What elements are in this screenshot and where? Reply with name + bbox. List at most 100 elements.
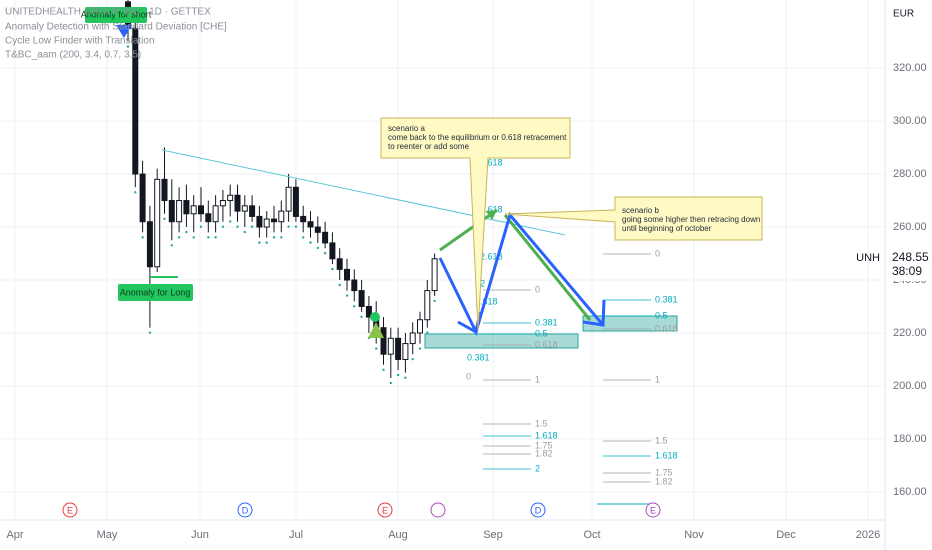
candle-body [409,332,416,345]
event-letter: E [67,505,73,515]
candle-body [256,215,263,228]
candle-body [395,337,402,360]
fib-label: 1.618 [535,430,558,440]
signal-dot [126,45,130,48]
signal-dot [309,241,312,244]
currency: EUR [893,9,914,20]
signal-dot [426,331,429,334]
signal-dot [396,373,400,377]
fib-label: 0.5 [535,328,548,338]
fib-label: 1 [655,374,660,384]
candle-body [365,305,372,318]
x-tick-label: Dec [776,529,796,541]
signal-dot [177,236,181,239]
blue-arrow [438,211,605,337]
trend-line [161,149,566,236]
candle-body [380,327,387,355]
event-icon [645,502,661,518]
candle-body [168,200,175,223]
fib-label: 2.618 [480,251,503,261]
candle-body [322,231,329,244]
event-letter: D [242,505,249,515]
x-tick-label: Nov [684,529,704,541]
signal-dot [345,294,349,297]
x-tick-label: Sep [483,529,503,541]
fib-label: 0.5 [655,310,668,320]
candle-body [307,221,314,228]
y-tick-label: 180.00 [893,433,927,445]
scenario-a-text: come back to the equilibrium or 0.618 re… [388,133,567,142]
signal-dot [331,267,334,271]
event-icon [62,502,78,518]
x-tick-label: Aug [388,529,408,541]
signal-dot [221,225,225,228]
event-letter: E [650,505,656,515]
event-icon [530,502,546,518]
signal-dot [148,331,152,334]
long-label-box [118,284,193,301]
candle-body [358,290,365,307]
countdown: 38:09 [892,264,922,278]
signal-dot [236,225,239,228]
arrow-head [486,210,497,220]
candle-body [219,200,226,207]
y-tick-label: 280.00 [893,168,927,180]
candle-body [431,258,438,292]
candle-body [387,337,394,355]
signal-dot [163,217,166,220]
scenario-a-text: scenario a [388,124,425,133]
indicator: Anomaly Detection with Standard Deviatio… [5,22,227,33]
signal-dot [141,236,144,239]
y-tick-label: 300.00 [893,115,927,127]
signal-dot [418,347,422,350]
candle-body [234,194,241,212]
x-tick-label: Jul [289,529,303,541]
signal-dot [199,225,203,228]
short-marker [116,25,132,38]
candle-body [417,319,423,334]
cycle-low-dot [370,312,380,322]
signal-dot [294,225,298,228]
signal-dot [243,230,246,234]
fib-label: 1.82 [535,448,553,458]
short-label: Anomaly for short [81,9,152,19]
fib-label: 0.381 [655,294,678,304]
fib-label: 1.618 [655,450,678,460]
indicator: T&BC_aam (200, 3.4, 0.7, 3.5) [5,50,141,61]
short-label-box [85,7,147,23]
indicator: Cycle Low Finder with Translation [5,36,155,47]
y-tick-label: 320.00 [893,62,927,74]
signal-dot [280,236,283,239]
x-tick-label: 2026 [856,529,880,541]
fib-label: 0 [655,248,660,258]
x-tick-label: Oct [583,529,600,541]
fib-label: 0.381 [467,352,490,362]
candle-body [424,290,431,321]
candle-body [161,178,168,202]
candle-body [212,205,219,223]
arrow-head [582,299,606,327]
scenario-b-text: going some higher then retracing down [622,215,760,224]
candle-body [241,205,248,212]
signal-dot [323,252,327,255]
candle-body [314,226,321,233]
candle-body [278,210,285,223]
candle-body [292,186,299,217]
scenario-a-text: to reenter or add some [388,142,469,151]
fib-label: 0.618 [535,339,558,349]
signal-dot [207,236,210,239]
y-tick-label: 160.00 [893,486,927,498]
x-tick-label: Apr [6,529,23,541]
signal-dot [433,299,436,303]
signal-dot [404,376,407,379]
fib-label: 1.75 [535,440,553,450]
fib-label: 1.82 [655,476,673,486]
candle-body [285,186,292,212]
fib-label: 3.618 [480,204,503,214]
candle-body [139,173,146,223]
green-arrow [503,214,592,321]
symbol-title: UNITEDHEALTH GROUP INC · 1D · GETTEX [5,7,211,18]
